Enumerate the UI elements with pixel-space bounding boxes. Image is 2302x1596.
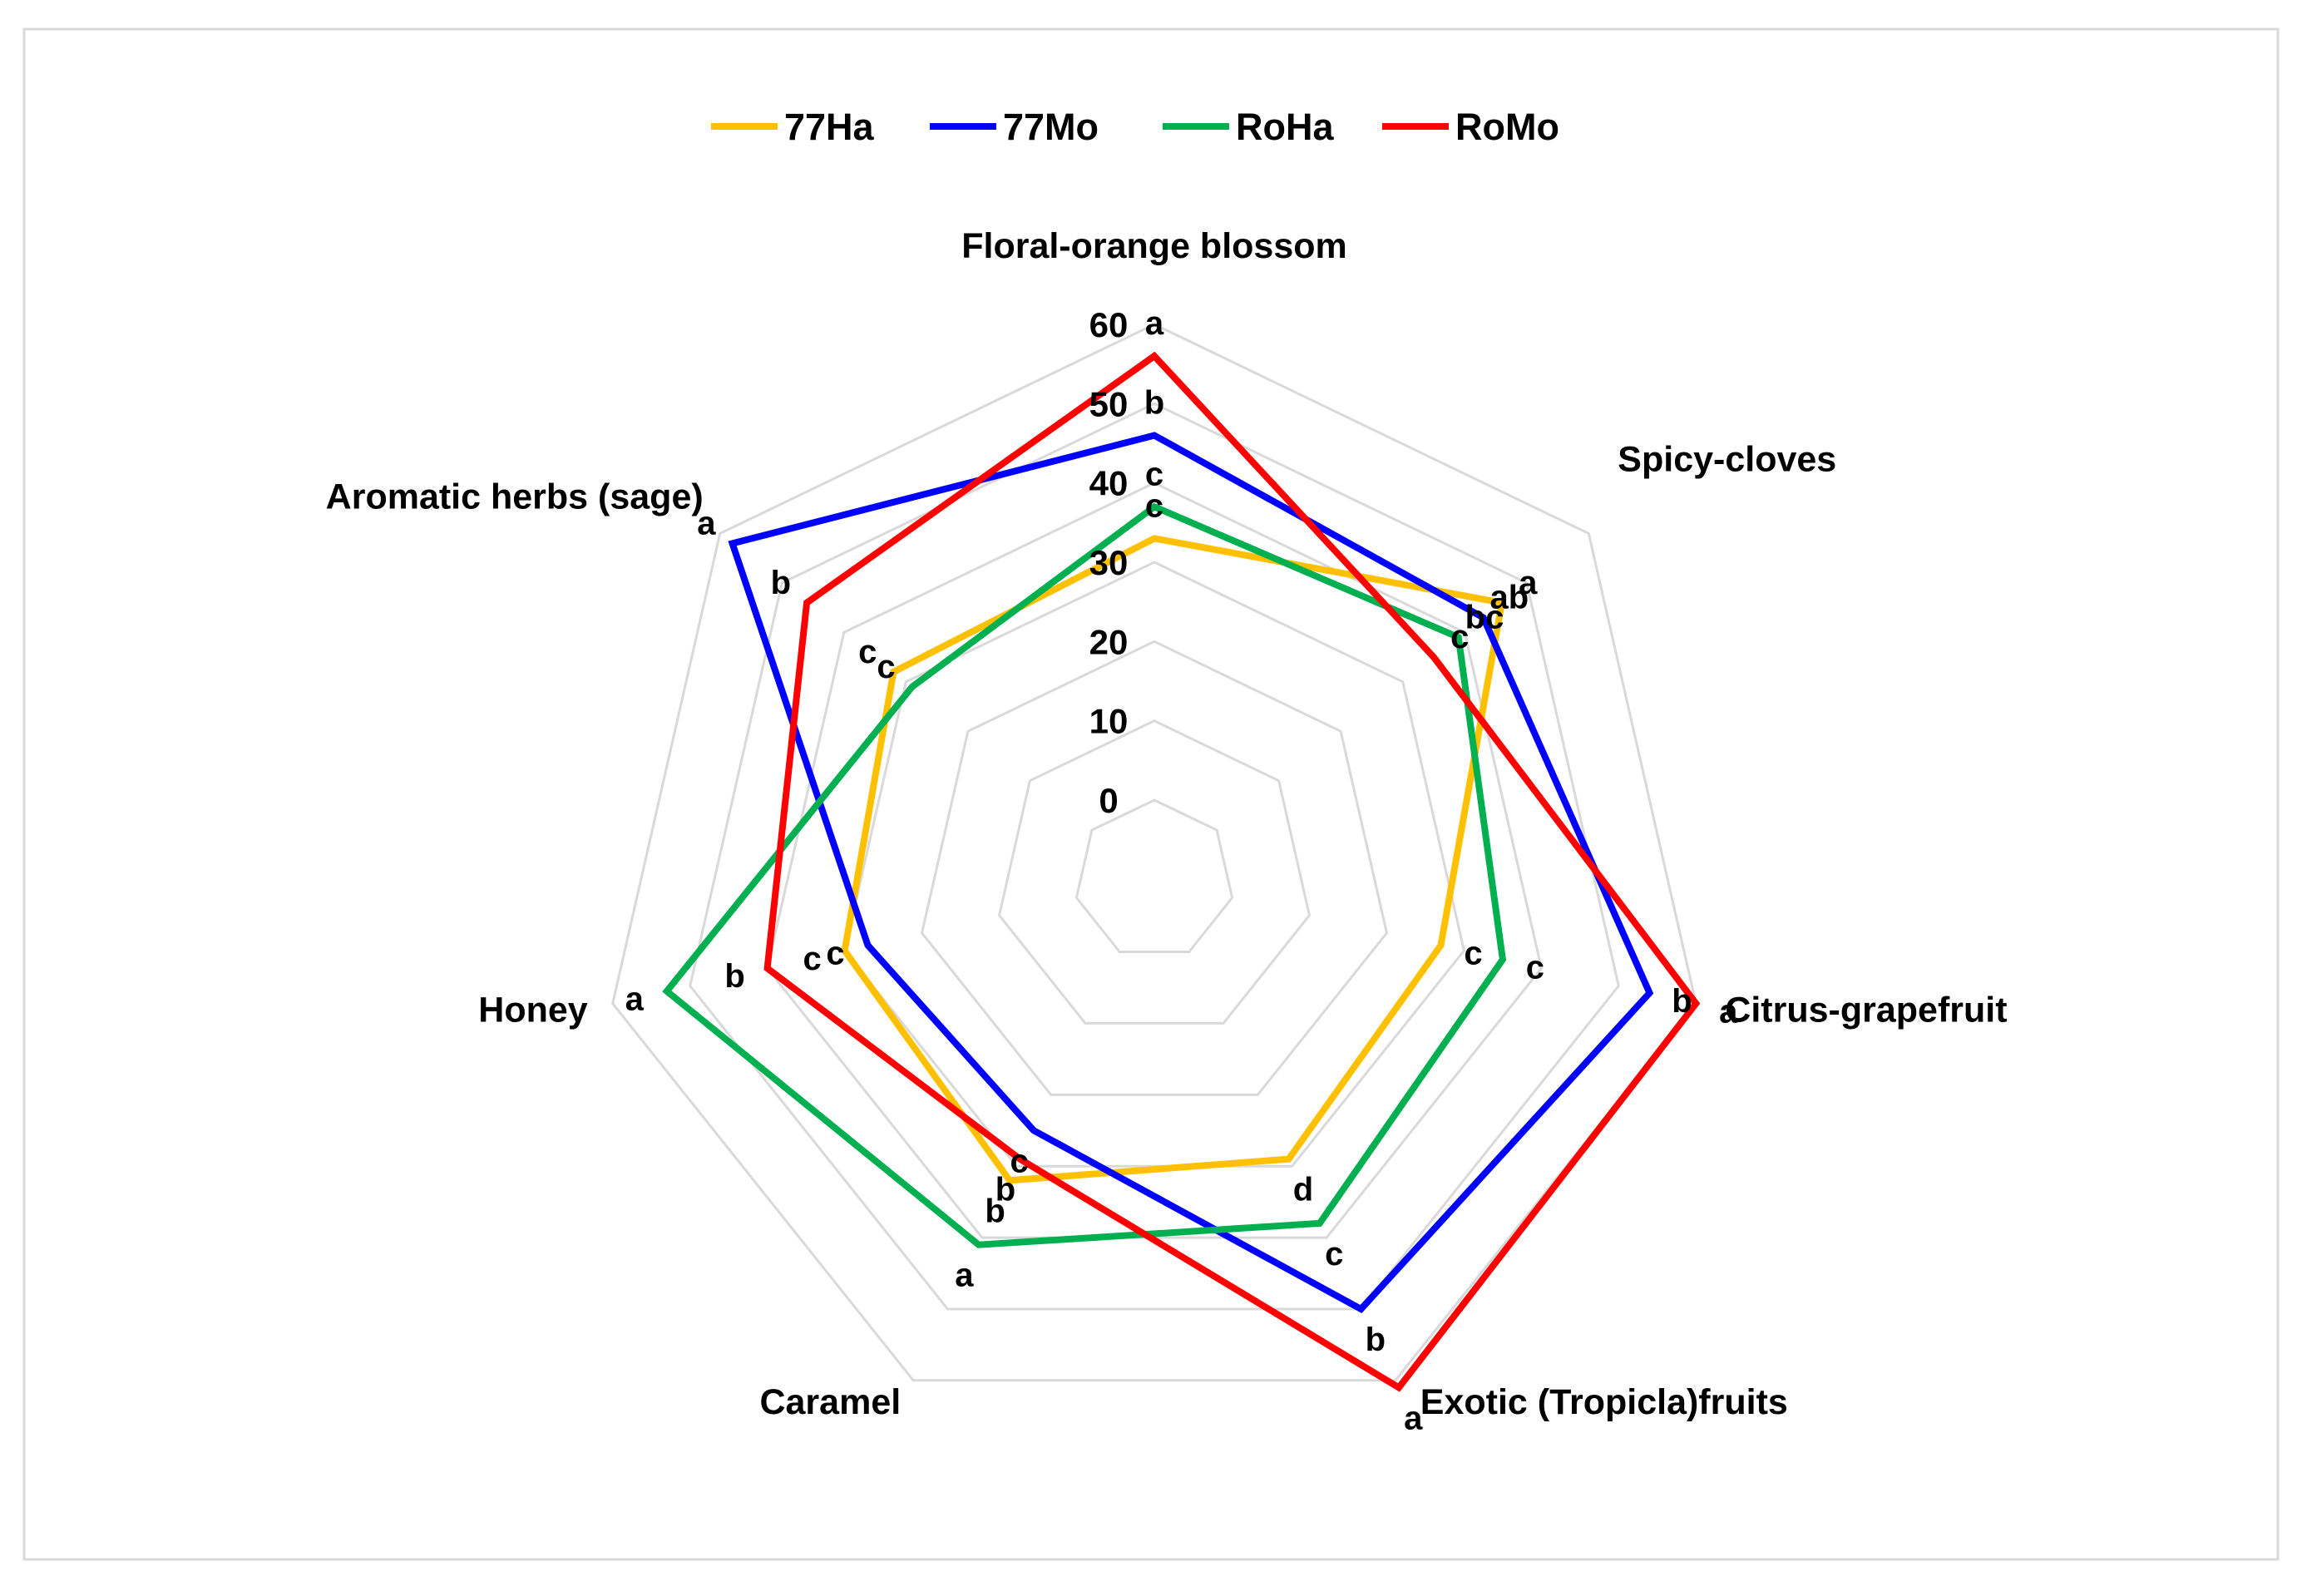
tick-label: 20: [1089, 622, 1129, 661]
category-label: Citrus-grapefruit: [1725, 991, 2007, 1030]
tick-label: 50: [1089, 384, 1129, 423]
series-line-RoMo: [763, 351, 1701, 1392]
significance-letter-77Ha: c: [858, 634, 877, 670]
significance-letter-77Mo: b: [1366, 1322, 1386, 1358]
significance-letter-RoHa: c: [877, 649, 895, 685]
significance-letter-RoMo: c: [1450, 619, 1469, 655]
category-label: Caramel: [759, 1382, 901, 1422]
significance-letter-77Mo: a: [697, 506, 716, 542]
significance-letter-77Ha: d: [1293, 1172, 1313, 1208]
significance-letter-RoHa: bc: [1465, 599, 1504, 635]
significance-letter-RoHa: c: [1526, 950, 1544, 986]
legend-label-77Ha: 77Ha: [784, 106, 875, 148]
legend-label-77Mo: 77Mo: [1003, 106, 1099, 148]
category-label: Spicy-cloves: [1618, 440, 1836, 480]
significance-letter-RoHa: c: [1325, 1236, 1343, 1272]
significance-letter-RoHa: c: [1145, 456, 1163, 492]
category-label: Floral-orange blossom: [961, 226, 1347, 266]
grid-ring-10: [997, 719, 1312, 1025]
significance-letter-77Mo: b: [1144, 385, 1164, 422]
significance-letter-RoMo: a: [1145, 305, 1164, 342]
legend-label-RoHa: RoHa: [1236, 106, 1334, 148]
significance-letter-77Mo: ab: [1489, 580, 1529, 616]
category-label: Honey: [478, 991, 588, 1030]
significance-letter-RoHa: a: [955, 1258, 974, 1294]
significance-letter-77Ha: c: [803, 941, 821, 977]
significance-letter-77Mo: c: [1010, 1143, 1028, 1179]
category-label: Exotic (Tropicla)fruits: [1420, 1382, 1788, 1422]
significance-letter-RoHa: a: [625, 981, 645, 1018]
significance-letter-RoMo: b: [724, 958, 744, 995]
chart-border: [22, 27, 2280, 1561]
tick-label: 10: [1089, 702, 1129, 741]
legend: 77Ha 77Mo RoHa RoMo: [711, 106, 1559, 148]
significance-letter-77Ha: a: [1519, 565, 1538, 601]
series-line-77Mo: [728, 432, 1654, 1314]
significance-letter-RoMo: a: [1404, 1401, 1423, 1437]
significance-letter-RoMo: b: [995, 1172, 1015, 1208]
tick-label: 30: [1089, 543, 1129, 582]
significance-letter-77Ha: b: [985, 1193, 1005, 1229]
tick-label: 40: [1089, 464, 1129, 503]
radial-ticks: 0 10 20 30 40 50 60: [1089, 305, 1129, 820]
grid-ring-0: [1074, 798, 1234, 953]
significance-letter-77Ha: c: [1145, 487, 1163, 524]
grid-ring-20: [920, 640, 1389, 1096]
significance-letter-77Mo: b: [1672, 983, 1692, 1020]
significance-letter-RoMo: b: [771, 565, 791, 601]
tick-label: 60: [1089, 305, 1129, 344]
category-labels: Floral-orange blossom Spicy-cloves Citrus-…: [326, 226, 2008, 1422]
significance-letter-77Mo: c: [826, 936, 844, 972]
category-label: Aromatic herbs (sage): [326, 477, 704, 517]
grid-ring-60: [611, 323, 1697, 1382]
significance-letter-RoMo: a: [1719, 994, 1738, 1030]
tick-label: 0: [1099, 781, 1118, 820]
significance-letter-77Ha: c: [1464, 936, 1482, 972]
legend-label-RoMo: RoMo: [1455, 106, 1559, 148]
series-group: [662, 351, 1701, 1392]
